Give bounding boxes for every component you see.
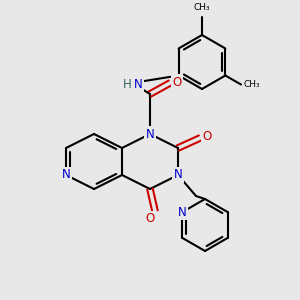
Text: O: O	[202, 130, 211, 142]
Text: CH₃: CH₃	[194, 3, 210, 12]
Text: N: N	[174, 169, 182, 182]
Text: N: N	[134, 77, 143, 91]
Text: N: N	[146, 128, 154, 140]
Text: H: H	[123, 79, 131, 92]
Text: N: N	[61, 169, 70, 182]
Text: N: N	[178, 206, 187, 218]
Text: O: O	[146, 212, 154, 226]
Text: O: O	[172, 76, 182, 88]
Text: CH₃: CH₃	[244, 80, 261, 89]
